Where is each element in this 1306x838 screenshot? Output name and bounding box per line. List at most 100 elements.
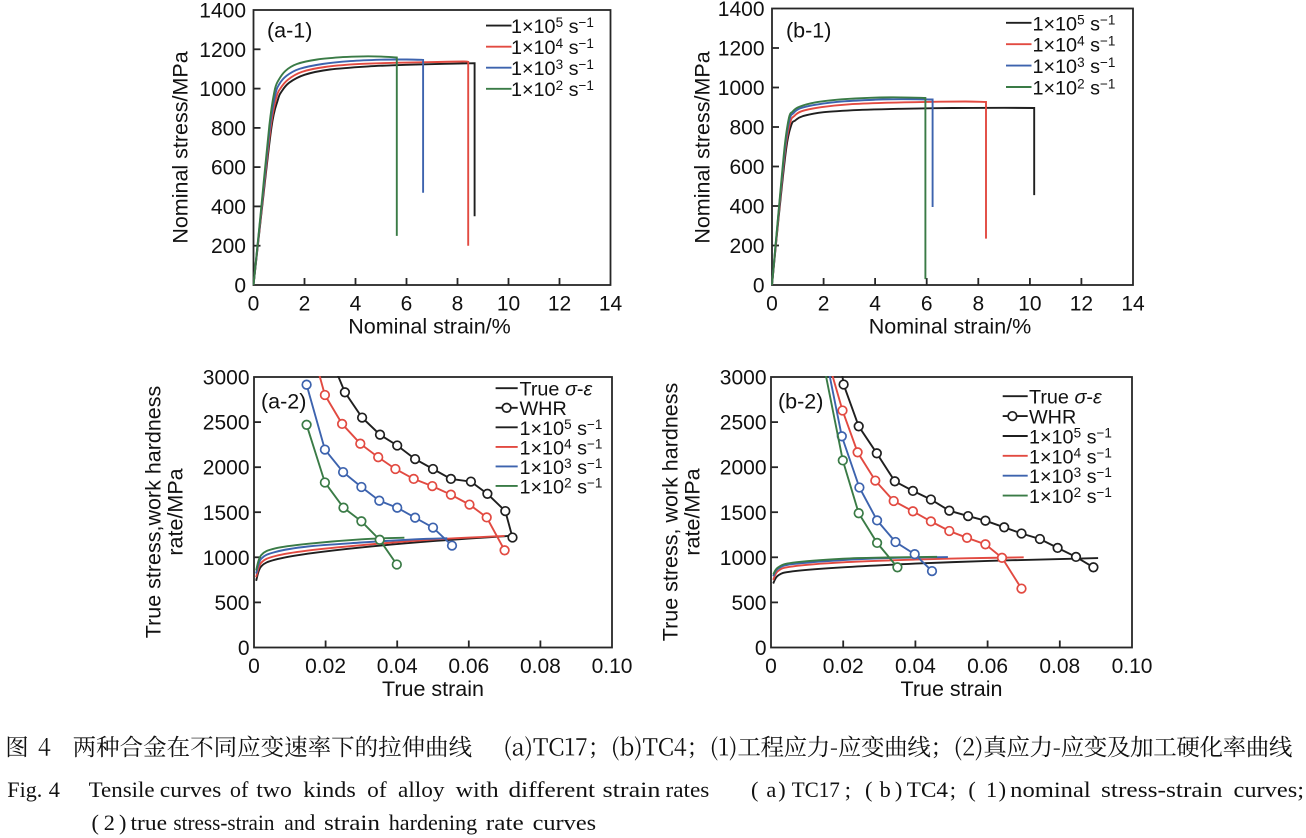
svg-text:0.06: 0.06 xyxy=(967,655,1008,678)
svg-text:500: 500 xyxy=(731,592,766,615)
svg-text:curves;: curves; xyxy=(1234,777,1305,802)
svg-text:1×103 s−1: 1×103 s−1 xyxy=(511,57,594,80)
svg-text:1×104 s−1: 1×104 s−1 xyxy=(1033,34,1116,57)
svg-text:1×103 s−1: 1×103 s−1 xyxy=(520,456,603,479)
svg-text:two: two xyxy=(256,777,292,802)
svg-text:Nominal strain/%: Nominal strain/% xyxy=(348,315,511,339)
svg-text:2500: 2500 xyxy=(720,412,767,435)
svg-text:14: 14 xyxy=(599,293,623,316)
svg-text:2: 2 xyxy=(818,293,830,316)
svg-text:1×105 s−1: 1×105 s−1 xyxy=(511,15,594,38)
svg-text:WHR: WHR xyxy=(1029,407,1076,429)
svg-text:0.08: 0.08 xyxy=(520,655,561,678)
svg-text:1×102 s−1: 1×102 s−1 xyxy=(1029,485,1112,508)
svg-text:): ) xyxy=(895,777,902,802)
svg-text:Nominal stress/MPa: Nominal stress/MPa xyxy=(169,51,193,243)
svg-text:True strain: True strain xyxy=(901,677,1003,701)
svg-text:True stress, work hardness: True stress, work hardness xyxy=(659,383,683,641)
svg-text:12: 12 xyxy=(548,293,571,316)
svg-text:with: with xyxy=(456,777,499,802)
svg-text:0.02: 0.02 xyxy=(305,655,346,678)
svg-text:1×102 s−1: 1×102 s−1 xyxy=(1033,77,1116,100)
svg-text:2: 2 xyxy=(104,810,115,835)
svg-text:Nominal strain/%: Nominal strain/% xyxy=(869,315,1032,339)
svg-text:4: 4 xyxy=(49,777,60,802)
svg-text:1×105 s−1: 1×105 s−1 xyxy=(520,417,603,440)
svg-text:(: ( xyxy=(865,777,872,802)
svg-text:0.02: 0.02 xyxy=(823,655,864,678)
svg-text:TC4: TC4 xyxy=(907,777,948,802)
svg-text:1×105 s−1: 1×105 s−1 xyxy=(1029,426,1112,449)
svg-text:400: 400 xyxy=(729,196,764,219)
svg-text:1×102 s−1: 1×102 s−1 xyxy=(511,78,594,101)
svg-text:): ) xyxy=(119,810,126,835)
svg-text:): ) xyxy=(999,777,1006,802)
svg-text:Nominal stress/MPa: Nominal stress/MPa xyxy=(691,51,715,243)
svg-text:0: 0 xyxy=(755,637,767,660)
svg-text:1000: 1000 xyxy=(718,77,765,100)
svg-text:b: b xyxy=(880,777,891,802)
svg-text:0.06: 0.06 xyxy=(448,655,489,678)
svg-text:WHR: WHR xyxy=(520,398,567,420)
svg-text:2500: 2500 xyxy=(203,412,250,435)
svg-text:0: 0 xyxy=(248,655,260,678)
svg-text:1200: 1200 xyxy=(199,39,246,62)
svg-text:rates: rates xyxy=(666,777,710,802)
svg-text:0: 0 xyxy=(753,275,765,298)
svg-text:curves: curves xyxy=(533,810,597,835)
svg-text:;: ; xyxy=(845,777,851,802)
svg-text:of: of xyxy=(367,777,387,802)
svg-text:rate/MPa: rate/MPa xyxy=(681,468,705,555)
svg-text:500: 500 xyxy=(214,592,249,615)
svg-text:TC17: TC17 xyxy=(792,777,840,802)
svg-text:curves: curves xyxy=(160,777,222,802)
svg-text:(a-1): (a-1) xyxy=(267,19,312,43)
svg-text:stress-strain: stress-strain xyxy=(173,810,274,835)
svg-text:1400: 1400 xyxy=(718,0,765,21)
svg-text:1: 1 xyxy=(986,777,997,802)
svg-text:1000: 1000 xyxy=(199,78,246,101)
svg-text:0.10: 0.10 xyxy=(592,655,633,678)
svg-text:12: 12 xyxy=(1070,293,1093,316)
svg-text:10: 10 xyxy=(497,293,520,316)
svg-text:Tensile: Tensile xyxy=(89,777,155,802)
svg-text:0: 0 xyxy=(238,637,250,660)
svg-text:(: ( xyxy=(751,777,758,802)
svg-text:True σ-ε: True σ-ε xyxy=(1029,387,1102,409)
svg-text:0.10: 0.10 xyxy=(1112,655,1153,678)
svg-text:1000: 1000 xyxy=(203,547,250,570)
svg-text:400: 400 xyxy=(211,196,246,219)
svg-text:1500: 1500 xyxy=(720,502,767,525)
svg-text:1200: 1200 xyxy=(718,38,765,61)
svg-text:6: 6 xyxy=(401,293,413,316)
svg-text:800: 800 xyxy=(729,117,764,140)
svg-text:600: 600 xyxy=(729,156,764,179)
svg-text:0.08: 0.08 xyxy=(1039,655,1080,678)
svg-text:;: ; xyxy=(950,777,956,802)
svg-text:alloy: alloy xyxy=(398,777,445,802)
svg-text:True stress,work hardness: True stress,work hardness xyxy=(142,386,166,639)
svg-text:6: 6 xyxy=(921,293,933,316)
svg-text:0: 0 xyxy=(765,655,777,678)
svg-text:0: 0 xyxy=(234,275,246,298)
svg-text:strain: strain xyxy=(324,810,380,835)
svg-text:1500: 1500 xyxy=(203,502,250,525)
svg-text:(b-1): (b-1) xyxy=(786,19,831,43)
svg-text:stress-strain: stress-strain xyxy=(1101,777,1223,802)
svg-text:3000: 3000 xyxy=(203,367,250,390)
svg-text:(a-2): (a-2) xyxy=(261,390,306,414)
svg-text:8: 8 xyxy=(452,293,464,316)
svg-text:1×104 s−1: 1×104 s−1 xyxy=(511,36,594,59)
svg-text:4: 4 xyxy=(350,293,362,316)
svg-text:1×102 s−1: 1×102 s−1 xyxy=(520,475,603,498)
svg-text:(b-2): (b-2) xyxy=(778,390,823,414)
svg-text:1×103 s−1: 1×103 s−1 xyxy=(1029,465,1112,488)
svg-text:and: and xyxy=(284,810,315,835)
svg-text:0.04: 0.04 xyxy=(377,655,418,678)
svg-text:): ) xyxy=(778,777,785,802)
svg-text:14: 14 xyxy=(1121,293,1145,316)
svg-text:(: ( xyxy=(968,777,975,802)
svg-text:2000: 2000 xyxy=(203,457,250,480)
svg-text:3000: 3000 xyxy=(720,367,767,390)
svg-text:800: 800 xyxy=(211,117,246,140)
